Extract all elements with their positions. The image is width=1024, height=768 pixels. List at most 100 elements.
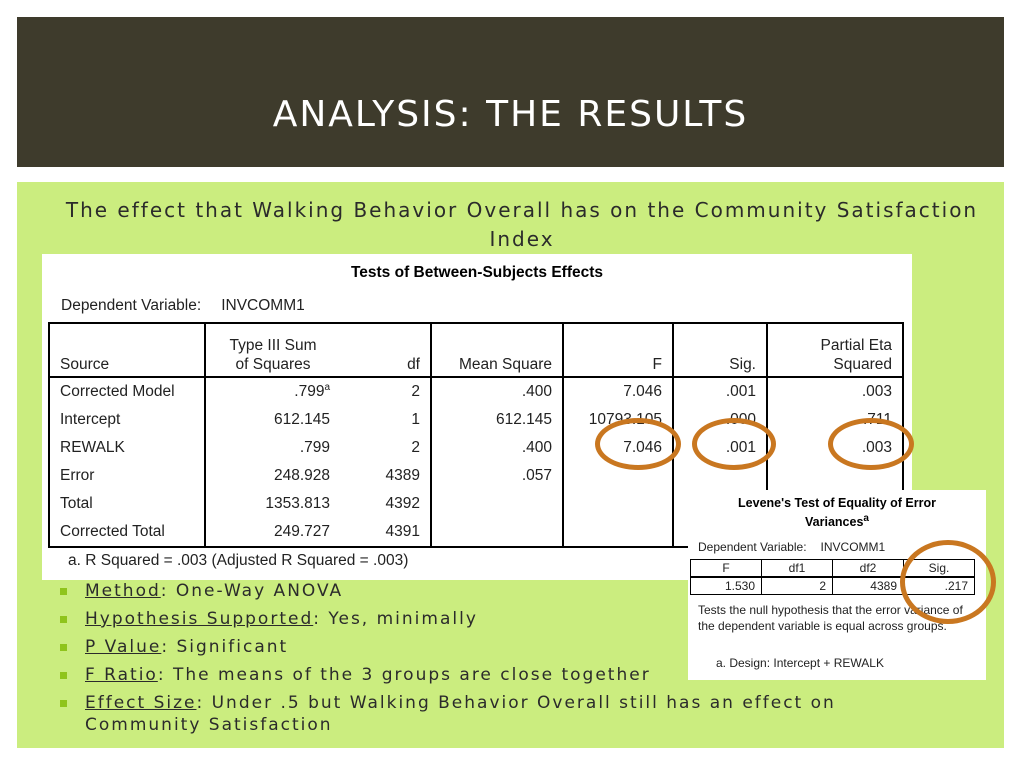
- finding-text: : Under .5 but Walking Behavior Overall …: [85, 693, 836, 735]
- cell-ss: 249.727: [204, 518, 340, 547]
- cell-ss-footnote-mark: a: [324, 382, 330, 394]
- cell-ms: [430, 490, 563, 518]
- cell-source: Corrected Model: [49, 377, 205, 406]
- cell-source: Intercept: [49, 406, 205, 434]
- bullet-square-icon: [60, 700, 67, 707]
- cell-source: Error: [49, 462, 205, 490]
- cell-ms-text: .400: [521, 383, 552, 400]
- spss-output-between-subjects: Tests of Between-Subjects Effects Depend…: [42, 254, 912, 580]
- cell-source-text: Error: [60, 467, 95, 484]
- cell-source-text: REWALK: [60, 439, 125, 456]
- cell-source: Corrected Total: [49, 518, 205, 547]
- anova-table: Source Type III Sum of Squares df Mean Sq…: [48, 322, 904, 548]
- bullet-square-icon: [60, 672, 67, 679]
- cell-ss: 248.928: [204, 462, 340, 490]
- cell-f: [562, 518, 673, 547]
- finding-key: Hypothesis Supported: [85, 609, 314, 629]
- levene-dv-label: Dependent Variable:: [698, 540, 807, 554]
- cell-ss-text: .799: [299, 439, 330, 457]
- col-eta-line1: Partial Eta: [820, 337, 892, 354]
- cell-df: 4389: [340, 462, 431, 490]
- col-source: Source: [60, 356, 110, 373]
- highlight-circle-sig: [692, 418, 776, 470]
- levene-title-sup: a: [863, 513, 869, 524]
- cell-eta-text: .003: [861, 383, 892, 400]
- bullet-square-icon: [60, 588, 67, 595]
- cell-ss: .799: [204, 434, 340, 462]
- cell-ss: 1353.813: [204, 490, 340, 518]
- cell-sig: .001: [672, 377, 767, 406]
- dv-value: INVCOMM1: [221, 297, 305, 314]
- cell-f: [562, 490, 673, 518]
- cell-df: 1: [340, 406, 431, 434]
- finding-text: : One-Way ANOVA: [160, 581, 344, 601]
- cell-ms: 612.145: [430, 406, 563, 434]
- cell-df-text: 4391: [385, 523, 420, 540]
- cell-source-text: Corrected Model: [60, 383, 175, 400]
- title-banner: ANALYSIS: THE RESULTS: [17, 17, 1004, 167]
- slide-subtitle: The effect that Walking Behavior Overall…: [65, 198, 979, 251]
- cell-eta: .003: [766, 377, 903, 406]
- highlight-circle-f: [595, 418, 681, 470]
- levene-title-line1: Levene's Test of Equality of Error: [738, 496, 936, 510]
- cell-ms: [430, 518, 563, 547]
- cell-ss-text: 612.145: [273, 411, 330, 429]
- cell-df-text: 4392: [385, 495, 420, 512]
- levene-title: Levene's Test of Equality of Error Varian…: [688, 496, 986, 530]
- cell-sig-text: .001: [725, 383, 756, 400]
- highlight-circle-eta: [828, 418, 914, 470]
- levene-col-df2: df2: [832, 559, 904, 578]
- cell-df-text: 2: [411, 439, 420, 456]
- levene-note: Tests the null hypothesis that the error…: [698, 603, 963, 633]
- finding-key: Method: [85, 581, 161, 601]
- col-f: F: [562, 323, 673, 377]
- anova-row: Error 248.928 4389 .057: [49, 462, 903, 490]
- cell-df-text: 4389: [385, 467, 420, 484]
- cell-ms-text: .057: [521, 467, 552, 484]
- findings-list: Method: One-Way ANOVA Hypothesis Support…: [58, 580, 898, 742]
- bullet-square-icon: [60, 616, 67, 623]
- dv-label: Dependent Variable:: [61, 297, 202, 314]
- finding-item: Method: One-Way ANOVA: [58, 580, 898, 602]
- col-ss-line2: of Squares: [235, 356, 311, 373]
- finding-item: F Ratio: The means of the 3 groups are c…: [58, 664, 898, 686]
- cell-ss: 612.145: [204, 406, 340, 434]
- cell-ss-text: 1353.813: [265, 495, 330, 513]
- bullet-square-icon: [60, 644, 67, 651]
- levene-col-df1: df1: [761, 559, 833, 578]
- col-sum-squares: Type III Sum of Squares: [204, 323, 340, 377]
- col-df: df: [407, 356, 420, 373]
- cell-df: 4392: [340, 490, 431, 518]
- cell-df: 2: [340, 434, 431, 462]
- cell-ss: .799a: [204, 377, 340, 406]
- levene-title-line2: Variances: [805, 515, 864, 530]
- cell-df-text: 1: [411, 411, 420, 428]
- r-squared-footnote: a. R Squared = .003 (Adjusted R Squared …: [68, 552, 409, 569]
- col-eta-line2: Squared: [833, 356, 892, 373]
- cell-df: 2: [340, 377, 431, 406]
- cell-f-text: 7.046: [623, 383, 662, 400]
- finding-text: : Significant: [161, 637, 289, 657]
- levene-dv-value: INVCOMM1: [820, 540, 886, 554]
- finding-key: Effect Size: [85, 693, 197, 713]
- slide-title: ANALYSIS: THE RESULTS: [272, 94, 749, 135]
- cell-ss-text: .799: [294, 383, 325, 401]
- cell-ms: .400: [430, 377, 563, 406]
- finding-key: P Value: [85, 637, 162, 657]
- cell-source-text: Intercept: [60, 411, 121, 428]
- cell-ms-text: .400: [521, 439, 552, 456]
- cell-source-text: Total: [60, 495, 93, 512]
- finding-item: Hypothesis Supported: Yes, minimally: [58, 608, 898, 630]
- highlight-circle-levene-sig: [900, 540, 996, 624]
- dependent-variable-line: Dependent Variable: INVCOMM1: [61, 297, 305, 315]
- anova-row: Intercept 612.145 1 612.145 10793.105.000.71…: [49, 406, 903, 434]
- levene-dependent-variable: Dependent Variable: INVCOMM1: [698, 540, 885, 554]
- finding-item: Effect Size: Under .5 but Walking Behavi…: [58, 692, 898, 736]
- cell-ss-text: 249.727: [273, 523, 330, 541]
- cell-source-text: Corrected Total: [60, 523, 165, 540]
- cell-source: Total: [49, 490, 205, 518]
- col-mean-square: Mean Square: [430, 323, 563, 377]
- levene-col-f: F: [690, 559, 762, 578]
- spss-table-title: Tests of Between-Subjects Effects: [350, 264, 604, 281]
- finding-text: : Yes, minimally: [313, 609, 478, 629]
